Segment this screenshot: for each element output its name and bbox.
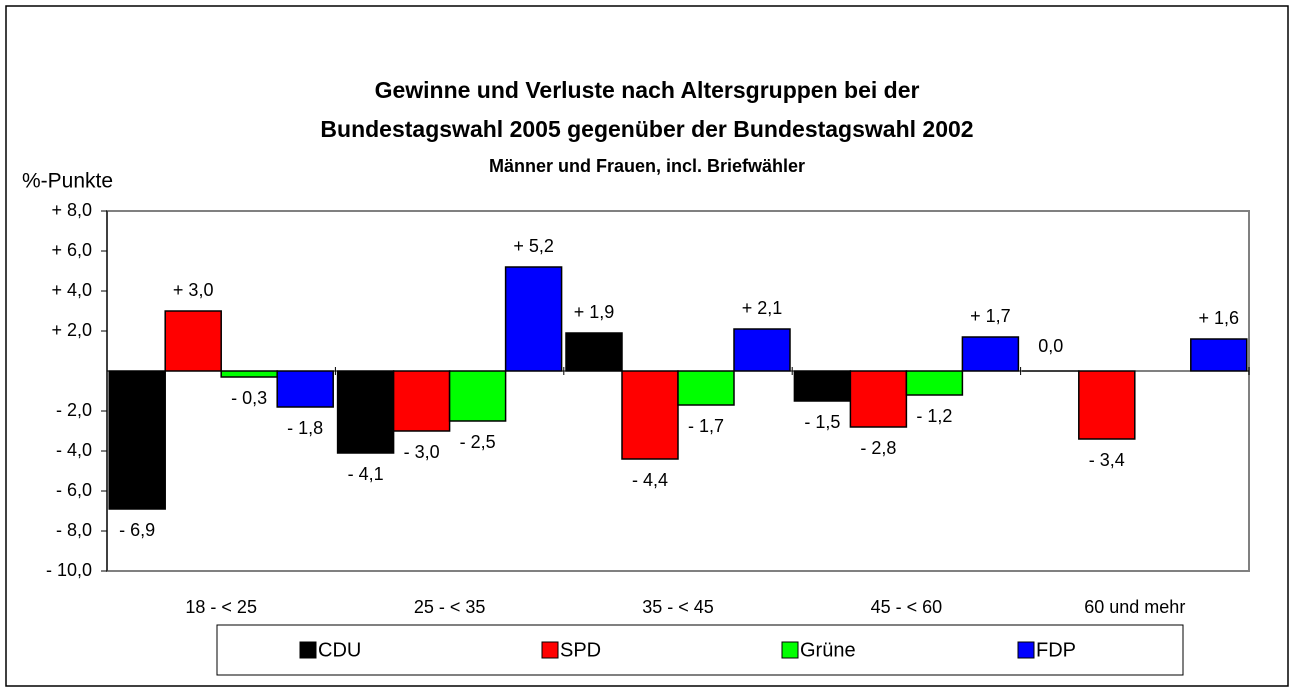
legend-swatch xyxy=(299,641,317,659)
value-label: + 5,2 xyxy=(513,236,554,256)
legend-swatch xyxy=(781,641,799,659)
value-label: - 3,4 xyxy=(1089,450,1125,470)
bar xyxy=(276,370,334,408)
legend-label: Grüne xyxy=(800,639,856,661)
chart-title: Bundestagswahl 2005 gegenüber der Bundes… xyxy=(320,116,973,142)
chart-subtitle: Männer und Frauen, incl. Briefwähler xyxy=(489,156,805,176)
value-label: - 3,0 xyxy=(404,442,440,462)
x-tick-label: 35 - < 45 xyxy=(642,597,714,617)
legend-label: FDP xyxy=(1036,639,1076,661)
y-tick-label: + 4,0 xyxy=(51,280,92,300)
y-tick-label: + 6,0 xyxy=(51,240,92,260)
bar xyxy=(1078,370,1136,440)
x-tick-label: 45 - < 60 xyxy=(871,597,943,617)
value-label: + 3,0 xyxy=(173,280,214,300)
bar xyxy=(961,336,1020,372)
y-tick-label: - 10,0 xyxy=(46,560,92,580)
legend-label: SPD xyxy=(560,639,601,661)
bar xyxy=(849,370,908,428)
bar xyxy=(336,370,395,454)
value-label: - 1,8 xyxy=(287,418,323,438)
value-label: - 2,8 xyxy=(860,438,896,458)
x-tick-label: 25 - < 35 xyxy=(414,597,486,617)
bar xyxy=(733,328,791,372)
value-label: - 1,2 xyxy=(916,406,952,426)
y-tick-label: - 8,0 xyxy=(56,520,92,540)
bar xyxy=(1190,338,1248,372)
bar xyxy=(793,370,852,402)
x-tick-label: 60 und mehr xyxy=(1084,597,1185,617)
chart-title: Gewinne und Verluste nach Altersgruppen … xyxy=(375,77,920,103)
value-label: - 4,1 xyxy=(348,464,384,484)
bar xyxy=(677,370,735,406)
legend-label: CDU xyxy=(318,639,361,661)
bar xyxy=(392,370,451,432)
value-label: + 1,9 xyxy=(574,302,615,322)
bar xyxy=(108,370,166,510)
bar xyxy=(164,310,222,372)
y-tick-label: + 2,0 xyxy=(51,320,92,340)
value-label: - 4,4 xyxy=(632,470,668,490)
bar xyxy=(220,370,278,378)
y-axis-label: %-Punkte xyxy=(22,170,113,193)
bar xyxy=(448,370,507,422)
value-label: + 1,7 xyxy=(970,306,1011,326)
value-label: + 2,1 xyxy=(742,298,783,318)
x-tick-label: 18 - < 25 xyxy=(185,597,257,617)
bar xyxy=(565,332,623,372)
value-label: + 1,6 xyxy=(1199,308,1240,328)
bar xyxy=(621,370,679,460)
value-label: - 2,5 xyxy=(460,432,496,452)
y-tick-label: - 6,0 xyxy=(56,480,92,500)
legend-swatch xyxy=(1017,641,1035,659)
value-label: - 0,3 xyxy=(231,388,267,408)
value-label: 0,0 xyxy=(1038,336,1063,356)
value-label: - 6,9 xyxy=(119,520,155,540)
y-tick-label: - 2,0 xyxy=(56,400,92,420)
legend-swatch xyxy=(541,641,559,659)
y-tick-label: - 4,0 xyxy=(56,440,92,460)
value-label: - 1,7 xyxy=(688,416,724,436)
bar xyxy=(905,370,964,396)
bar xyxy=(504,266,563,372)
value-label: - 1,5 xyxy=(804,412,840,432)
y-tick-label: + 8,0 xyxy=(51,200,92,220)
